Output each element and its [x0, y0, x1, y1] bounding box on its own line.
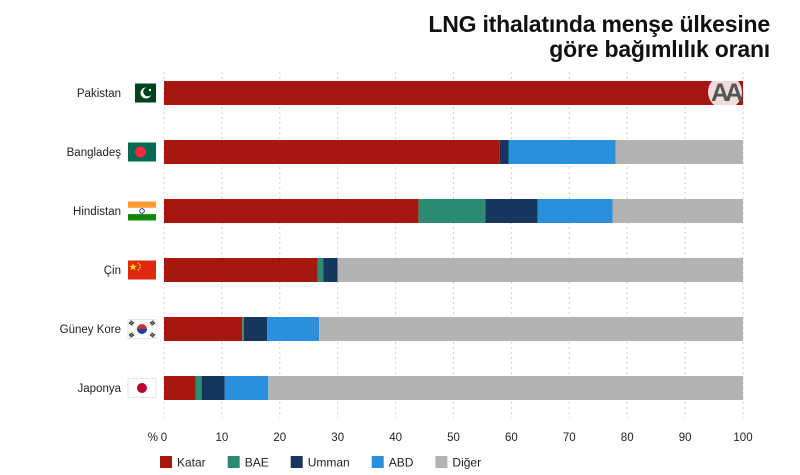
bar-segment [499, 140, 509, 164]
country-label: Pakistan [77, 88, 121, 100]
x-tick-label: 90 [679, 432, 692, 444]
bar-segment [243, 317, 268, 341]
china-flag [128, 260, 156, 280]
legend: Katar BAE Umman ABD Diğer [160, 456, 481, 470]
x-axis: 0 10 20 30 40 50 60 70 80 90 100% [148, 432, 753, 444]
legend-swatch [290, 456, 303, 468]
x-tick-label: 80 [621, 432, 634, 444]
x-tick-label: 10 [216, 432, 229, 444]
south-korea-flag [127, 319, 157, 339]
x-tick-label: 30 [331, 432, 344, 444]
legend-swatch [371, 456, 384, 468]
bar-segment [224, 376, 269, 400]
bar-segment [164, 81, 743, 105]
bar-segment [242, 317, 244, 341]
bar-segment [164, 140, 500, 164]
bar-segment [267, 317, 320, 341]
x-tick-label: 100 [733, 432, 752, 444]
aa-logo: AA [708, 75, 747, 109]
pakistan-flag [128, 83, 156, 103]
bar-segment [615, 140, 743, 164]
chart-title-line-2: göre bağımlılık oranı [549, 36, 770, 62]
country-label: Hindistan [73, 206, 121, 218]
legend-label: BAE [245, 456, 269, 470]
bar-segment [508, 140, 616, 164]
legend-swatch [160, 456, 172, 468]
bar-segment [195, 376, 202, 400]
bar-segment [201, 376, 225, 400]
bar-segment [319, 317, 743, 341]
x-axis-unit-label: % [148, 432, 158, 444]
bangladesh-flag [128, 142, 156, 162]
india-flag [128, 201, 156, 221]
country-label: Japonya [78, 383, 122, 395]
x-tick-label: 50 [447, 432, 460, 444]
legend-swatch [435, 456, 448, 468]
x-tick-label: 20 [273, 432, 286, 444]
country-label: Bangladeş [67, 147, 122, 159]
x-tick-label: 70 [563, 432, 576, 444]
bars [164, 81, 743, 400]
x-tick-label: 60 [505, 432, 518, 444]
bar-segment [537, 199, 613, 223]
aa-logo-text: AA [711, 79, 743, 107]
bar-segment [164, 258, 318, 282]
bar-segment [418, 199, 486, 223]
bar-segment [164, 317, 243, 341]
country-label: Çin [104, 265, 121, 277]
grid-lines [163, 72, 744, 418]
japan-flag [127, 378, 157, 398]
bar-segment [323, 258, 338, 282]
country-label: Güney Kore [60, 324, 121, 336]
chart-title: LNG ithalatında menşe ülkesine göre bağı… [428, 12, 770, 62]
legend-label: Katar [177, 456, 206, 470]
logo-background [708, 75, 742, 109]
bar-segment [268, 376, 743, 400]
bar-segment [164, 376, 196, 400]
legend-label: Umman [308, 456, 350, 470]
legend-label: ABD [389, 456, 414, 470]
country-labels: Pakistan Bangladeş Hindistan Çin Güney Kore J… [60, 88, 122, 395]
bar-segment [317, 258, 324, 282]
x-tick-label: 0 [161, 432, 167, 444]
legend-swatch [227, 456, 240, 468]
x-tick-label: 40 [389, 432, 402, 444]
bar-segment [164, 199, 419, 223]
chart-title-line-1: LNG ithalatında menşe ülkesine [428, 11, 770, 37]
bar-segment [485, 199, 538, 223]
flags [127, 83, 157, 398]
bar-segment [337, 258, 743, 282]
legend-label: Diğer [452, 456, 481, 470]
bar-segment [612, 199, 743, 223]
